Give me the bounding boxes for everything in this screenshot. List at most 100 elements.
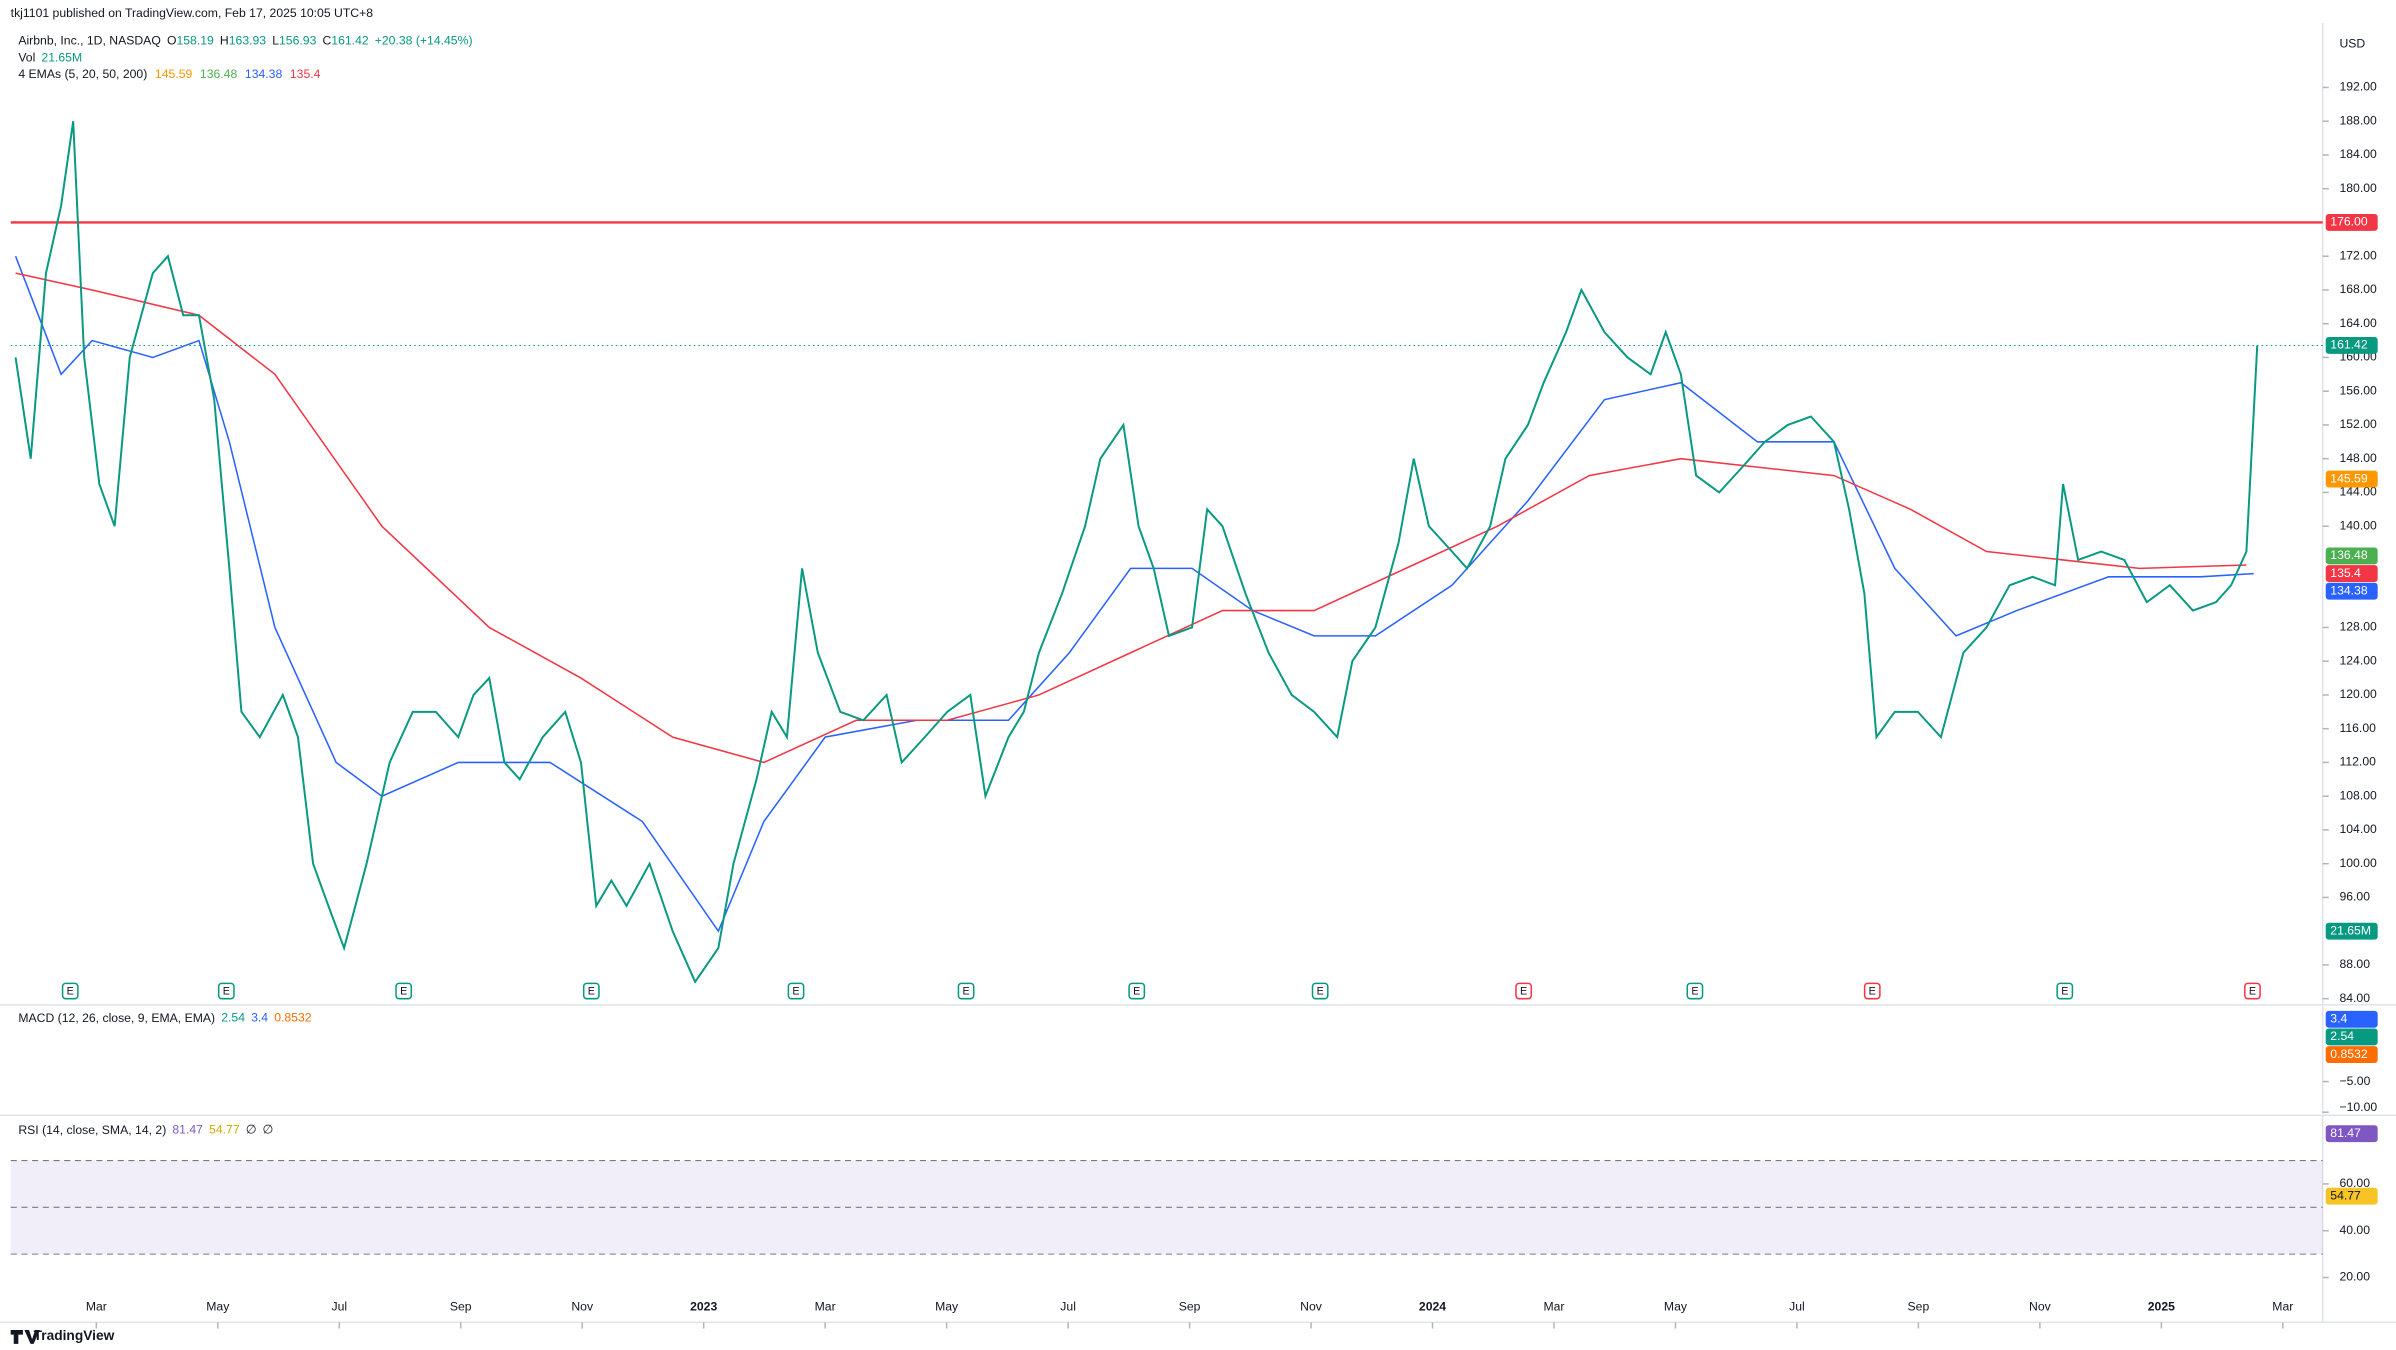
earnings-marker [1515,982,1533,1000]
y-tick-label: 140.00 [2339,518,2377,532]
earnings-marker [1311,982,1329,1000]
x-tick-label: Jul [1060,1299,1076,1313]
rsi-ma-badge-label: 54.77 [2330,1188,2361,1202]
rsi-tick-label: 40.00 [2339,1223,2370,1237]
earnings-marker [1686,982,1704,1000]
rsi-ma: 54.77 [209,1123,240,1137]
macd-badge [2325,1028,2378,1046]
x-tick-label: 2025 [2148,1299,2175,1313]
rsi-value: 81.47 [172,1123,203,1137]
ema-badge-label: 135.4 [2330,566,2361,580]
x-tick-label: 2023 [690,1299,717,1313]
earnings-label: E [1133,986,1140,998]
legend-item: H [220,34,229,48]
x-tick-label: Mar [1543,1299,1564,1313]
earnings-label: E [1317,986,1324,998]
earnings-marker [61,982,79,1000]
macd-tick-label: −10.00 [2339,1100,2377,1114]
legend-item: Vol [18,51,35,65]
macd-badge [2325,1046,2378,1063]
earnings-label: E [2249,986,2256,998]
x-tick-label: Mar [815,1299,836,1313]
earnings-label: E [792,986,799,998]
ema-badge [2325,582,2378,600]
earnings-marker [2056,982,2074,1000]
earnings-marker [2244,982,2261,1000]
y-tick-label: 172.00 [2339,248,2377,262]
y-tick-label: 124.00 [2339,653,2377,667]
earnings-marker [787,982,805,1000]
legend-item: 145.59 [155,67,193,81]
macd-value: 0.8532 [274,1011,312,1025]
rsi-tick-label: 20.00 [2339,1270,2370,1284]
earnings-label: E [1869,986,1876,998]
macd-title: MACD (12, 26, close, 9, EMA, EMA) 2.54 3.4… [18,1011,311,1025]
x-tick-label: Sep [450,1299,472,1313]
legend-item: L [272,34,279,48]
legend-item: 161.42 [331,34,369,48]
earnings-label: E [588,986,595,998]
legend-row: 4 EMAs (5, 20, 50, 200) 145.59 136.48 134.3… [18,67,320,81]
y-tick-label: 156.00 [2339,383,2377,397]
rsi-tick-label: 60.00 [2339,1176,2370,1190]
legend-item: Airbnb, Inc., 1D, NASDAQ [18,34,161,48]
brand: TradingView [34,1328,115,1343]
earnings-marker [217,982,235,1000]
legend-item: O [167,34,177,48]
legend-row: Airbnb, Inc., 1D, NASDAQ O158.19 H163.93 L1… [18,34,472,48]
y-tick-label: 192.00 [2339,80,2377,94]
y-tick-label: 108.00 [2339,788,2377,802]
earnings-label: E [223,986,230,998]
level-badge [2325,214,2378,231]
y-tick-label: 188.00 [2339,113,2377,127]
y-tick-label: 168.00 [2339,282,2377,296]
y-tick-label: 100.00 [2339,856,2377,870]
earnings-label: E [1520,986,1527,998]
y-tick-label: 112.00 [2339,755,2376,769]
ema-badge-label: 136.48 [2330,548,2368,562]
ema-badge [2325,547,2378,565]
x-tick-label: Mar [2272,1299,2293,1313]
ema-badge [2325,565,2378,582]
x-tick-label: May [206,1299,230,1313]
legend-item: +20.38 (+14.45%) [375,34,473,48]
macd-badge-label: 0.8532 [2330,1047,2368,1061]
y-tick-label: 152.00 [2339,417,2377,431]
earnings-marker [582,982,600,1000]
volume-badge-label: 21.65M [2330,923,2371,937]
rsi-extra: ∅ [246,1123,257,1137]
y-tick-label: 184.00 [2339,147,2377,161]
brand-logo [10,1330,40,1344]
x-tick-label: Mar [86,1299,107,1313]
legend-item: 163.93 [229,34,267,48]
macd-badge [2325,1010,2378,1028]
legend-item: 4 EMAs (5, 20, 50, 200) [18,67,147,81]
price-line [14,121,2259,984]
earnings-label: E [67,986,74,998]
legend-item: 156.93 [279,34,317,48]
x-tick-label: Nov [571,1299,594,1313]
legend-item: 134.38 [245,67,283,81]
x-tick-label: Jul [1789,1299,1805,1313]
legend-item: C [322,34,331,48]
y-tick-label: 180.00 [2339,181,2377,195]
legend-item: 136.48 [200,67,238,81]
macd-value: 2.54 [221,1011,245,1025]
earnings-label: E [400,986,407,998]
x-tick-label: Nov [2029,1299,2052,1313]
publisher: tkj1101 published on TradingView.com, Fe… [11,6,374,20]
earnings-label: E [963,986,970,998]
x-tick-label: Sep [1908,1299,1930,1313]
rsi-ma-badge [2325,1187,2378,1205]
y-tick-label: 84.00 [2339,991,2370,1005]
y-tick-label: 116.00 [2339,721,2376,735]
price-badge [2325,337,2378,354]
ema-badge-label: 134.38 [2330,583,2368,597]
y-tick-label: 148.00 [2339,451,2377,465]
y-tick-label: 128.00 [2339,620,2377,634]
legend-item: 21.65M [41,51,82,65]
x-tick-label: 2024 [1419,1299,1446,1313]
earnings-marker [395,982,413,1000]
y-tick-label: 96.00 [2339,890,2370,904]
